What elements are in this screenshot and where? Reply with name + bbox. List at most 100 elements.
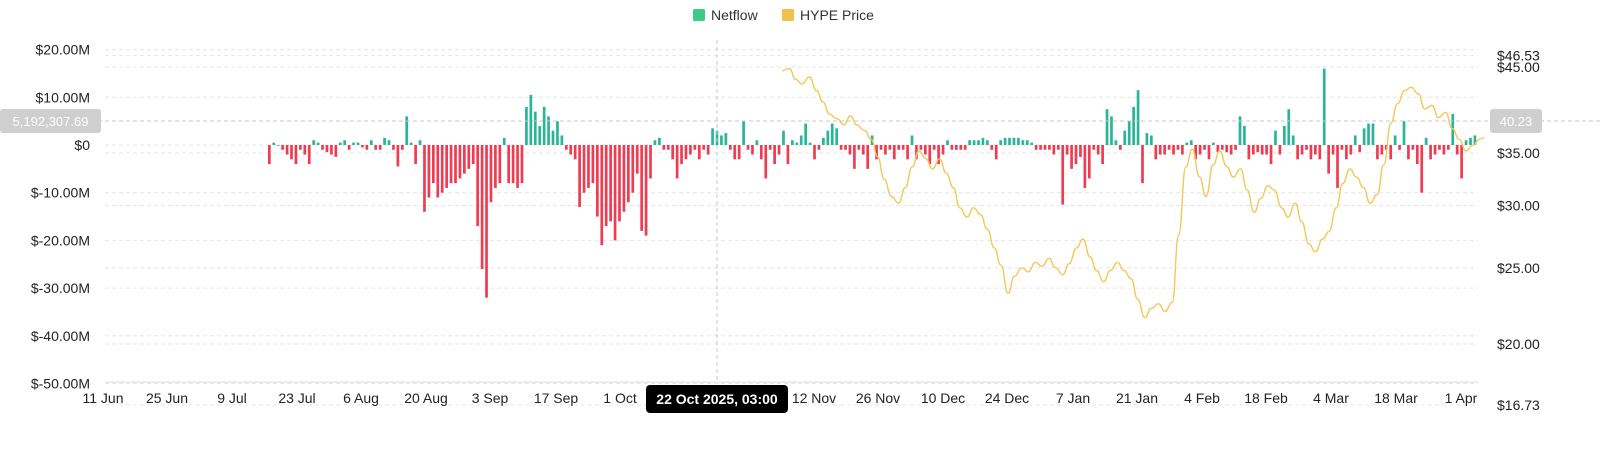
netflow-bar[interactable]	[1163, 145, 1167, 155]
netflow-bar[interactable]	[547, 116, 550, 145]
netflow-bar[interactable]	[290, 145, 293, 160]
legend-label-hype-price[interactable]: HYPE Price	[800, 7, 874, 23]
netflow-bar[interactable]	[609, 145, 612, 222]
netflow-bar[interactable]	[294, 145, 298, 165]
netflow-bar[interactable]	[631, 145, 635, 193]
netflow-bar[interactable]	[1189, 140, 1193, 145]
netflow-bar[interactable]	[724, 133, 728, 145]
netflow-bar[interactable]	[1008, 137, 1011, 145]
netflow-bar[interactable]	[587, 145, 590, 188]
netflow-bar[interactable]	[635, 145, 639, 174]
netflow-bar[interactable]	[901, 145, 905, 150]
netflow-bar[interactable]	[361, 145, 364, 148]
netflow-bar[interactable]	[1287, 109, 1291, 145]
netflow-bar[interactable]	[1225, 145, 1229, 153]
netflow-bar[interactable]	[1087, 145, 1091, 179]
netflow-bar[interactable]	[1150, 135, 1153, 145]
netflow-bar[interactable]	[1003, 137, 1007, 145]
netflow-bar[interactable]	[972, 140, 976, 145]
netflow-bar[interactable]	[436, 145, 440, 198]
netflow-bar[interactable]	[839, 145, 843, 150]
netflow-bar[interactable]	[392, 145, 395, 150]
netflow-bar[interactable]	[1061, 145, 1065, 205]
netflow-bar[interactable]	[675, 145, 679, 179]
netflow-bar[interactable]	[365, 145, 369, 150]
netflow-bar[interactable]	[627, 145, 630, 203]
netflow-bar[interactable]	[1300, 145, 1304, 155]
netflow-bar[interactable]	[431, 145, 435, 184]
netflow-bar[interactable]	[463, 145, 466, 174]
netflow-bar[interactable]	[1198, 145, 1202, 155]
netflow-bar[interactable]	[892, 145, 896, 160]
netflow-bar[interactable]	[1238, 116, 1242, 145]
netflow-bar[interactable]	[906, 145, 909, 160]
netflow-bar[interactable]	[1158, 145, 1162, 155]
netflow-bar[interactable]	[1349, 145, 1353, 155]
netflow-bar[interactable]	[582, 145, 586, 193]
netflow-bar[interactable]	[791, 140, 794, 145]
legend-label-netflow[interactable]: Netflow	[711, 7, 759, 23]
netflow-bar[interactable]	[1039, 145, 1042, 150]
netflow-bar[interactable]	[955, 145, 958, 150]
netflow-bar[interactable]	[1282, 125, 1286, 145]
netflow-bar[interactable]	[1114, 140, 1118, 145]
netflow-bar[interactable]	[604, 145, 608, 227]
netflow-bar[interactable]	[662, 145, 666, 150]
netflow-bar[interactable]	[1309, 145, 1313, 160]
netflow-bar[interactable]	[946, 140, 949, 145]
netflow-bar[interactable]	[1442, 145, 1446, 155]
netflow-bar[interactable]	[374, 145, 378, 150]
netflow-bar[interactable]	[533, 111, 537, 145]
netflow-bar[interactable]	[343, 140, 347, 145]
netflow-bar[interactable]	[494, 145, 497, 188]
netflow-bar[interactable]	[440, 145, 444, 193]
netflow-bar[interactable]	[307, 145, 311, 165]
netflow-bar[interactable]	[1274, 130, 1277, 145]
netflow-bar[interactable]	[915, 145, 918, 160]
netflow-bar[interactable]	[1353, 135, 1357, 145]
netflow-bar[interactable]	[658, 137, 661, 145]
netflow-bar[interactable]	[835, 128, 839, 146]
netflow-bar[interactable]	[1212, 142, 1215, 145]
netflow-bar[interactable]	[542, 106, 546, 145]
netflow-bar[interactable]	[1451, 114, 1455, 145]
netflow-bar[interactable]	[1229, 145, 1233, 155]
netflow-bar[interactable]	[502, 137, 506, 145]
netflow-bar[interactable]	[733, 145, 737, 160]
netflow-bar[interactable]	[1034, 145, 1038, 150]
netflow-bar[interactable]	[786, 145, 790, 165]
netflow-bar[interactable]	[285, 145, 289, 155]
netflow-bar[interactable]	[1123, 130, 1127, 145]
netflow-bar[interactable]	[689, 145, 692, 155]
netflow-bar[interactable]	[1411, 145, 1415, 150]
netflow-bar[interactable]	[848, 145, 852, 155]
netflow-bar[interactable]	[529, 94, 533, 145]
netflow-bar[interactable]	[755, 140, 759, 145]
netflow-bar[interactable]	[773, 145, 776, 165]
netflow-bar[interactable]	[1407, 145, 1410, 160]
netflow-bar[interactable]	[1025, 140, 1029, 145]
netflow-bar[interactable]	[715, 130, 719, 145]
netflow-bar[interactable]	[1070, 145, 1073, 169]
netflow-bar[interactable]	[449, 145, 453, 184]
netflow-bar[interactable]	[1118, 145, 1122, 150]
netflow-bar[interactable]	[808, 142, 812, 145]
netflow-bar[interactable]	[799, 135, 803, 145]
netflow-bar[interactable]	[1464, 140, 1468, 145]
netflow-bar[interactable]	[1362, 128, 1366, 146]
netflow-bar[interactable]	[994, 145, 998, 160]
netflow-bar[interactable]	[423, 145, 426, 212]
netflow-bar[interactable]	[777, 145, 781, 155]
netflow-bar[interactable]	[511, 145, 515, 184]
netflow-bar[interactable]	[551, 130, 555, 145]
netflow-bar[interactable]	[471, 145, 475, 165]
netflow-bar[interactable]	[919, 145, 923, 150]
netflow-bar[interactable]	[1336, 145, 1339, 188]
netflow-bar[interactable]	[813, 145, 816, 160]
netflow-bar[interactable]	[702, 145, 706, 150]
netflow-bar[interactable]	[1172, 145, 1175, 155]
netflow-bar[interactable]	[454, 145, 457, 184]
netflow-bar[interactable]	[268, 145, 271, 165]
netflow-bar[interactable]	[1358, 145, 1362, 153]
netflow-bar[interactable]	[414, 145, 417, 165]
